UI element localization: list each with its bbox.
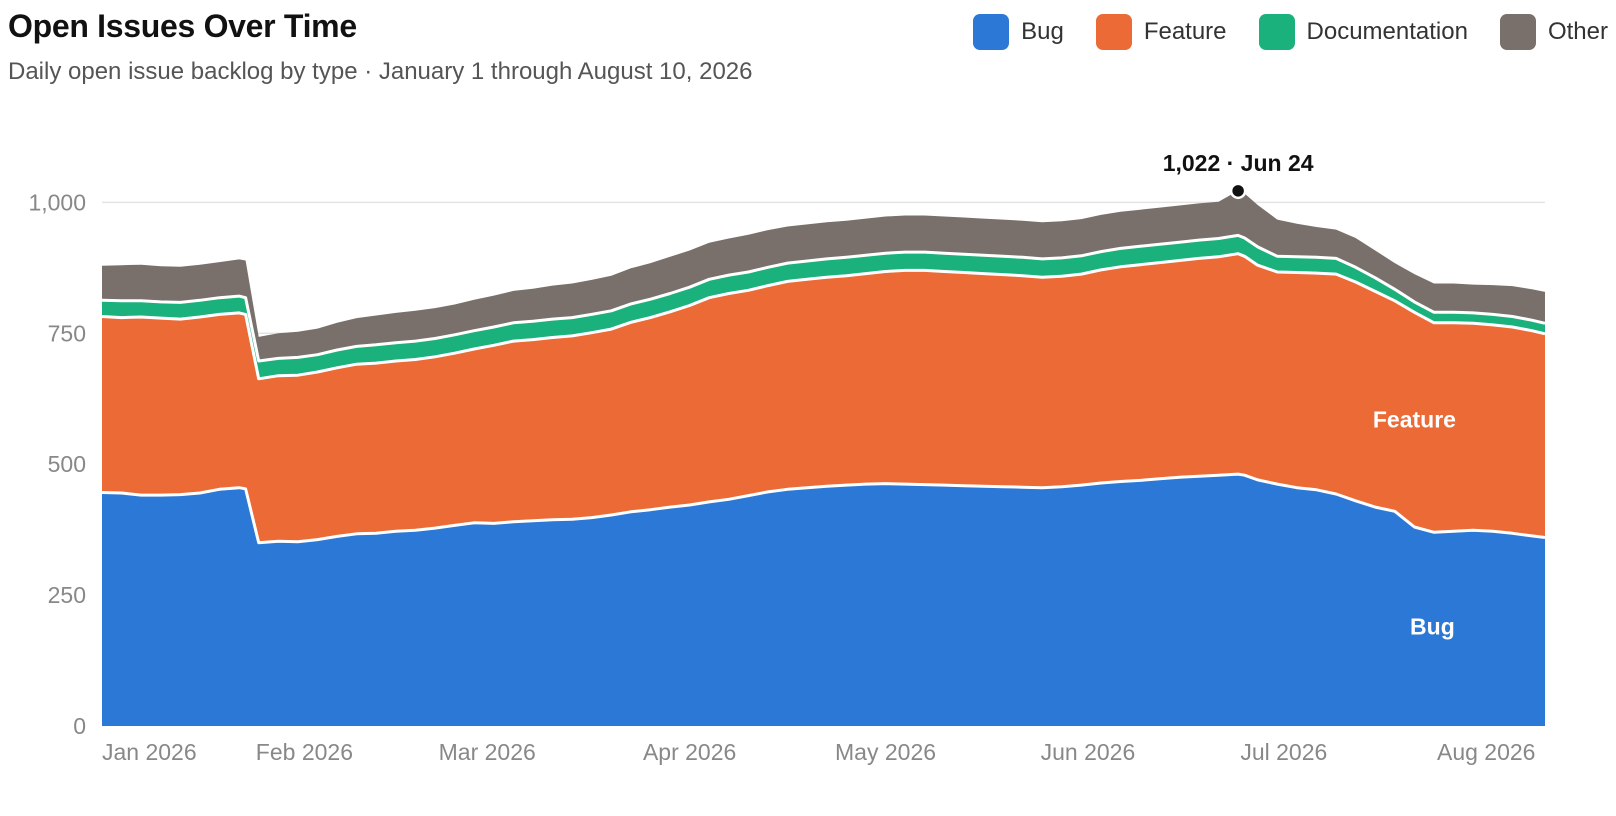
separator-feature <box>101 252 1546 381</box>
separator-bug <box>101 472 1546 545</box>
y-tick-label: 0 <box>73 713 86 739</box>
x-axis-ticks: Jan 2026 Feb 2026 Mar 2026 Apr 2026 May 2026… <box>102 739 1535 765</box>
legend-swatch <box>973 14 1010 50</box>
area-other <box>102 190 1545 361</box>
area-feature <box>102 253 1545 543</box>
legend-item-documentation: Documentation <box>1258 14 1468 50</box>
x-tick-label: Apr 2026 <box>643 739 736 765</box>
legend-item-feature: Feature <box>1095 14 1227 50</box>
legend-swatch <box>1095 14 1132 50</box>
area-documentation <box>102 235 1545 379</box>
y-tick-label: 500 <box>48 451 86 477</box>
x-tick-label: Jan 2026 <box>102 739 197 765</box>
legend-item-bug: Bug <box>973 14 1064 50</box>
peak-marker <box>1229 182 1247 200</box>
y-tick-label: 1,000 <box>28 189 86 215</box>
chart-subtitle: Daily open issue backlog by type · Janua… <box>8 58 753 85</box>
chart-title: Open Issues Over Time <box>8 8 357 44</box>
legend-label: Feature <box>1143 18 1227 45</box>
area-series <box>101 190 1546 726</box>
legend-swatch <box>1258 14 1295 50</box>
y-tick-label: 750 <box>48 320 86 346</box>
legend-swatch <box>1499 14 1536 50</box>
y-tick-label: 250 <box>48 582 86 608</box>
x-tick-label: Jul 2026 <box>1240 739 1327 765</box>
legend-item-other: Other <box>1499 14 1608 50</box>
x-tick-label: Feb 2026 <box>256 739 353 765</box>
peak-annotation: 1,022 · Jun 24 <box>1163 150 1314 200</box>
direct-labels: Feature Bug <box>1373 407 1456 640</box>
legend: Bug Feature Documentation Other <box>941 14 1608 50</box>
x-tick-label: Mar 2026 <box>439 739 536 765</box>
direct-label-feature: Feature <box>1373 407 1456 433</box>
legend-label: Bug <box>1021 18 1064 45</box>
area-bug <box>102 474 1545 726</box>
legend-label: Other <box>1547 18 1608 45</box>
y-axis-ticks: 0 250 500 750 1,000 <box>28 189 86 739</box>
x-tick-label: May 2026 <box>835 739 936 765</box>
legend-label: Documentation <box>1306 18 1468 45</box>
x-tick-label: Jun 2026 <box>1041 739 1136 765</box>
peak-label: 1,022 · Jun 24 <box>1163 150 1314 176</box>
separator-documentation <box>101 233 1546 363</box>
x-tick-label: Aug 2026 <box>1437 739 1535 765</box>
direct-label-bug: Bug <box>1410 614 1455 640</box>
